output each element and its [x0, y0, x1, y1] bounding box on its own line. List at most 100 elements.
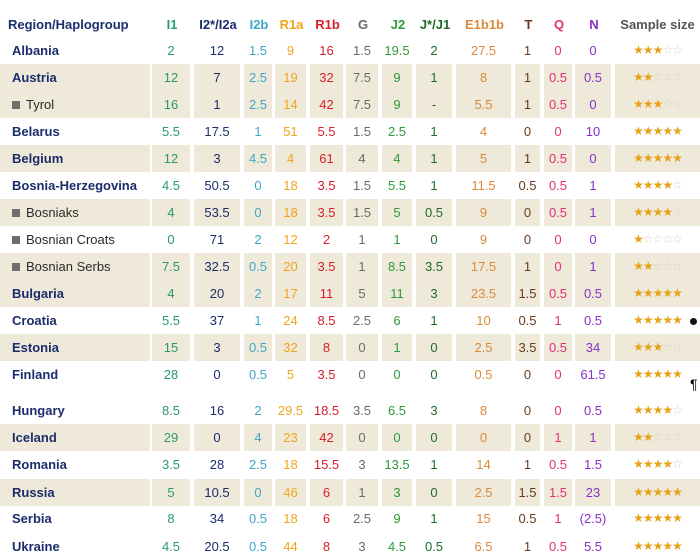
star-icon: ★ [633, 286, 644, 300]
header-I1: I1 [166, 17, 178, 32]
sample-size-stars: ★★★★☆ [615, 397, 700, 424]
value-E1b1b: 10 [456, 307, 513, 334]
table-row: Finland 28 0 0.5 5 3.5 0 0 0 0.5 0 0 61.5 ★★★★★ [0, 361, 700, 388]
region-name: Hungary [0, 397, 152, 424]
value-I2: 0 [194, 361, 242, 388]
value-R1a: 51 [275, 118, 308, 145]
region-name: Bosnian Serbs [0, 253, 152, 280]
star-icon: ★ [642, 539, 654, 553]
value-Q: 1.5 [544, 479, 574, 506]
value-G: 1.5 [346, 172, 380, 199]
value-I2: 3 [194, 145, 242, 172]
value-R1b: 32 [310, 64, 345, 91]
star-icon: ★ [652, 178, 664, 192]
value-I1: 4 [152, 199, 192, 226]
bullet-square-icon [12, 101, 20, 109]
star-icon: ★ [633, 70, 644, 84]
region-label: Tyrol [26, 97, 55, 112]
value-R1b: 18.5 [310, 397, 345, 424]
value-N: 1 [575, 172, 613, 199]
value-Q: 0.5 [544, 451, 574, 478]
value-R1b: 8.5 [310, 307, 345, 334]
value-Q: 0 [544, 226, 574, 253]
value-I2b: 2.5 [244, 451, 274, 478]
value-E1b1b: 9 [456, 199, 513, 226]
region-label: Finland [12, 367, 59, 382]
value-R1b: 11 [310, 280, 345, 307]
star-icon: ★ [642, 151, 654, 165]
star-icon: ★ [633, 430, 644, 444]
star-icon: ★ [633, 178, 644, 192]
value-I2: 1 [194, 91, 242, 118]
value-Q: 0 [544, 253, 574, 280]
table-row: Croatia 5.5 37 1 24 8.5 2.5 6 1 10 0.5 1 0.5 ★★★★★ [0, 307, 700, 334]
value-R1b: 6 [310, 505, 345, 532]
value-T: 0.5 [515, 505, 542, 532]
sample-size-stars: ★★★★☆ [615, 451, 700, 478]
value-R1a: 18 [275, 172, 308, 199]
value-I2: 17.5 [194, 118, 242, 145]
region-name: Iceland [0, 424, 152, 451]
value-I1: 4.5 [152, 533, 192, 560]
sample-size-stars: ★★☆☆☆ [615, 253, 700, 280]
value-J2: 9 [382, 505, 414, 532]
star-icon: ★ [633, 232, 644, 246]
bullet-mark [690, 318, 697, 325]
region-name: Ukraine [0, 533, 152, 560]
value-Q: 0 [544, 397, 574, 424]
star-icon: ★ [633, 539, 644, 553]
value-I2: 20 [194, 280, 242, 307]
header-row: Region/Haplogroup I1 I2*/I2a I2b R1a R1b G J2 J*… [0, 11, 700, 38]
star-empty-icon: ☆ [672, 70, 683, 84]
value-Q: 0.5 [544, 145, 574, 172]
value-Q: 0.5 [544, 199, 574, 226]
value-Q: 0 [544, 118, 574, 145]
region-name: Romania [0, 451, 152, 478]
star-empty-icon: ☆ [662, 232, 673, 246]
value-N: 10 [575, 118, 613, 145]
star-icon: ★ [672, 539, 683, 553]
region-name: Serbia [0, 505, 152, 532]
star-icon: ★ [642, 259, 654, 273]
value-I2b: 0.5 [244, 533, 274, 560]
value-T: 0 [515, 226, 542, 253]
value-G: 1.5 [346, 37, 380, 64]
value-R1b: 61 [310, 145, 345, 172]
value-J1: 0.5 [416, 199, 454, 226]
region-name: Bosnian Croats [0, 226, 152, 253]
value-G: 7.5 [346, 64, 380, 91]
value-J1: 0 [416, 361, 454, 388]
value-T: 0 [515, 118, 542, 145]
star-icon: ★ [642, 97, 654, 111]
star-icon: ★ [662, 286, 673, 300]
star-empty-icon: ☆ [672, 97, 683, 111]
star-icon: ★ [672, 124, 683, 138]
region-label: Albania [12, 43, 59, 58]
value-J2: 13.5 [382, 451, 414, 478]
star-icon: ★ [642, 205, 654, 219]
value-I2: 53.5 [194, 199, 242, 226]
value-E1b1b: 23.5 [456, 280, 513, 307]
sample-size-stars: ★★★★★ [615, 505, 700, 532]
star-icon: ★ [642, 340, 654, 354]
value-T: 1 [515, 64, 542, 91]
value-I2b: 4 [244, 424, 274, 451]
star-icon: ★ [633, 457, 644, 471]
value-J2: 11 [382, 280, 414, 307]
star-empty-icon: ☆ [662, 70, 673, 84]
value-N: 0 [575, 37, 613, 64]
value-E1b1b: 15 [456, 505, 513, 532]
star-icon: ★ [633, 97, 644, 111]
value-R1a: 23 [275, 424, 308, 451]
region-name: Croatia [0, 307, 152, 334]
value-I2b: 2.5 [244, 64, 274, 91]
star-icon: ★ [642, 403, 654, 417]
value-J2: 8.5 [382, 253, 414, 280]
star-icon: ★ [662, 124, 673, 138]
value-T: 3.5 [515, 334, 542, 361]
star-icon: ★ [652, 485, 664, 499]
star-icon: ★ [642, 43, 654, 57]
value-R1a: 46 [275, 479, 308, 506]
value-R1a: 18 [275, 451, 308, 478]
value-I1: 5.5 [152, 118, 192, 145]
